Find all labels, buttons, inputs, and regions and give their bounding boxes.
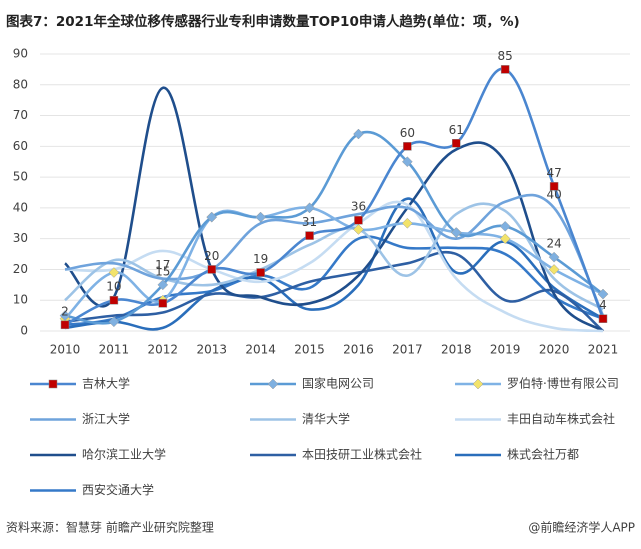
legend-item: 本田技研工业株式会社 bbox=[250, 447, 422, 462]
y-tick-label: 90 bbox=[13, 47, 28, 61]
marker bbox=[548, 264, 560, 275]
marker bbox=[597, 288, 609, 300]
x-tick-label: 2018 bbox=[441, 343, 472, 357]
data-label: 2 bbox=[61, 304, 69, 318]
marker bbox=[267, 378, 279, 390]
marker bbox=[548, 251, 560, 263]
y-tick-label: 50 bbox=[13, 170, 28, 184]
x-tick-label: 2012 bbox=[148, 343, 179, 357]
legend-label: 国家电网公司 bbox=[302, 376, 374, 391]
marker bbox=[60, 320, 70, 330]
data-label: 20 bbox=[204, 249, 219, 263]
x-tick-label: 2020 bbox=[539, 343, 570, 357]
marker bbox=[499, 233, 511, 245]
y-tick-label: 10 bbox=[13, 293, 28, 307]
marker bbox=[108, 316, 120, 328]
marker bbox=[305, 231, 314, 240]
marker bbox=[354, 215, 363, 225]
legend-item: 哈尔滨工业大学 bbox=[30, 447, 166, 462]
marker bbox=[598, 314, 608, 323]
chart-title: 图表7：2021年全球位移传感器行业专利申请数量TOP10申请人趋势(单位：项，… bbox=[6, 13, 520, 30]
legend-label: 吉林大学 bbox=[82, 376, 130, 391]
series-line bbox=[64, 200, 604, 333]
data-label: 4 bbox=[599, 298, 607, 312]
legend-label: 清华大学 bbox=[302, 411, 350, 426]
x-tick-label: 2013 bbox=[196, 343, 227, 357]
legend-label: 丰田自动车株式会社 bbox=[507, 411, 615, 426]
marker bbox=[402, 217, 413, 229]
legend-label: 哈尔滨工业大学 bbox=[82, 447, 166, 462]
marker bbox=[499, 221, 511, 232]
data-label: 85 bbox=[498, 49, 513, 63]
marker bbox=[402, 156, 413, 168]
data-label: 24 bbox=[546, 237, 561, 251]
data-label: 17 bbox=[155, 258, 170, 272]
marker bbox=[206, 211, 218, 223]
y-tick-label: 60 bbox=[13, 139, 28, 153]
marker bbox=[353, 128, 364, 140]
y-tick-label: 40 bbox=[13, 200, 28, 214]
data-label: 40 bbox=[546, 187, 561, 201]
marker bbox=[109, 295, 119, 305]
marker bbox=[48, 379, 58, 389]
brand: @前瞻经济学人APP bbox=[528, 520, 635, 535]
legend-item: 罗伯特·博世有限公司 bbox=[455, 376, 619, 391]
x-tick-label: 2019 bbox=[490, 343, 521, 357]
marker bbox=[304, 202, 315, 214]
series-line bbox=[64, 250, 604, 333]
x-tick-label: 2016 bbox=[343, 343, 374, 357]
legend-item: 国家电网公司 bbox=[250, 376, 374, 391]
marker bbox=[472, 378, 484, 390]
y-tick-label: 20 bbox=[13, 262, 28, 276]
legend-label: 罗伯特·博世有限公司 bbox=[507, 376, 619, 391]
legend-item: 清华大学 bbox=[250, 411, 350, 426]
marker bbox=[353, 224, 364, 235]
series-line bbox=[64, 235, 604, 327]
marker bbox=[157, 279, 169, 291]
marker bbox=[452, 139, 461, 148]
legend-label: 株式会社万都 bbox=[507, 447, 579, 462]
legend-item: 西安交通大学 bbox=[30, 482, 154, 497]
series-line bbox=[64, 193, 605, 317]
legend-label: 本田技研工业株式会社 bbox=[302, 447, 422, 462]
x-tick-label: 2021 bbox=[588, 343, 619, 357]
marker bbox=[108, 267, 120, 278]
y-tick-label: 0 bbox=[20, 324, 28, 338]
marker bbox=[500, 65, 510, 74]
marker bbox=[549, 182, 559, 191]
marker bbox=[255, 211, 266, 223]
x-tick-label: 2014 bbox=[245, 343, 276, 357]
data-label: 47 bbox=[546, 166, 561, 180]
legend-item: 丰田自动车株式会社 bbox=[455, 411, 615, 426]
marker bbox=[403, 142, 412, 151]
series-line bbox=[64, 86, 604, 333]
legend-item: 株式会社万都 bbox=[455, 447, 579, 462]
legend-item: 浙江大学 bbox=[30, 411, 130, 426]
marker bbox=[207, 265, 216, 274]
data-label: 19 bbox=[253, 252, 268, 266]
x-tick-label: 2015 bbox=[294, 343, 325, 357]
x-tick-label: 2011 bbox=[99, 343, 130, 357]
y-tick-label: 80 bbox=[13, 77, 28, 91]
y-tick-label: 70 bbox=[13, 108, 28, 122]
source: 资料来源：智慧芽 前瞻产业研究院整理 bbox=[6, 520, 214, 535]
marker bbox=[158, 299, 168, 308]
data-label: 60 bbox=[400, 126, 415, 140]
data-label: 31 bbox=[302, 215, 317, 229]
legend-label: 西安交通大学 bbox=[82, 482, 154, 497]
data-label: 10 bbox=[106, 280, 121, 294]
x-tick-label: 2010 bbox=[50, 343, 81, 357]
data-label: 15 bbox=[155, 264, 170, 278]
marker bbox=[450, 227, 462, 238]
marker bbox=[256, 268, 265, 277]
legend-label: 浙江大学 bbox=[82, 411, 130, 426]
legend-item: 吉林大学 bbox=[30, 376, 130, 391]
y-tick-label: 30 bbox=[13, 231, 28, 245]
data-label: 36 bbox=[351, 200, 366, 214]
x-tick-label: 2017 bbox=[392, 343, 423, 357]
data-label: 61 bbox=[449, 123, 464, 137]
